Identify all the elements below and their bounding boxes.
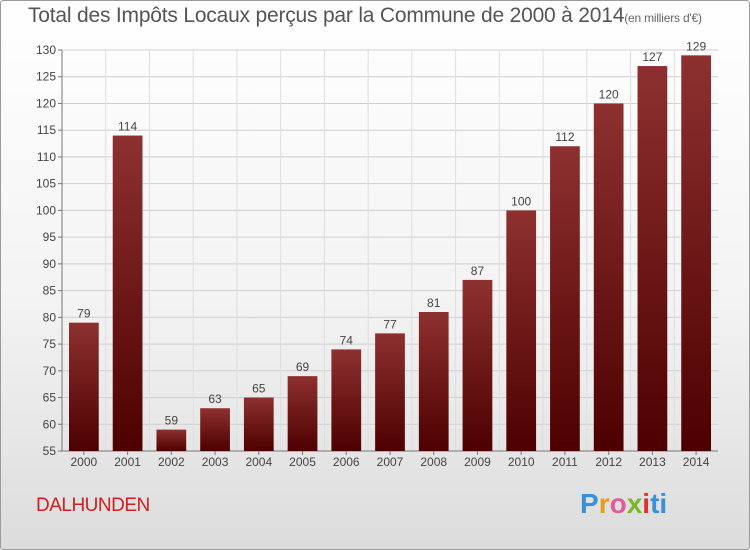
y-tick-label: 60 [43, 417, 57, 431]
bar [418, 311, 449, 451]
data-label: 100 [511, 194, 531, 208]
x-tick-label: 2001 [114, 455, 141, 469]
y-tick-label: 55 [43, 444, 57, 458]
y-tick-label: 130 [36, 43, 56, 57]
x-tick-label: 2011 [552, 455, 578, 469]
x-tick-label: 2006 [333, 455, 360, 469]
x-tick-label: 2004 [245, 455, 272, 469]
data-label: 77 [383, 317, 397, 331]
bar [156, 429, 187, 451]
y-tick-label: 95 [43, 230, 57, 244]
data-label: 81 [427, 296, 441, 310]
chart-subtitle: (en milliers d'€) [624, 11, 702, 25]
commune-name: DALHUNDEN [36, 495, 150, 516]
bar [462, 279, 493, 451]
chart-title: Total des Impôts Locaux perçus par la Co… [28, 4, 702, 28]
logo-letter: ti [650, 488, 668, 519]
x-tick-label: 2009 [464, 455, 491, 469]
data-label: 59 [165, 414, 179, 428]
bar [112, 135, 143, 451]
x-tick-label: 2008 [420, 455, 447, 469]
bar [506, 210, 537, 451]
data-label: 114 [118, 120, 137, 134]
y-tick-label: 100 [36, 203, 56, 217]
y-tick-label: 90 [43, 257, 57, 271]
x-tick-label: 2002 [158, 455, 185, 469]
x-tick-label: 2012 [595, 455, 622, 469]
y-tick-label: 65 [43, 391, 57, 405]
x-tick-label: 2005 [289, 455, 316, 469]
y-tick-label: 85 [43, 284, 57, 298]
y-tick-label: 80 [43, 310, 57, 324]
y-tick-label: 125 [36, 70, 56, 84]
bar [375, 333, 405, 451]
chart-title-text: Total des Impôts Locaux perçus par la Co… [28, 4, 625, 27]
x-tick-label: 2013 [639, 455, 666, 469]
y-tick-label: 75 [43, 337, 57, 351]
data-label: 69 [296, 360, 310, 374]
bar [331, 349, 362, 451]
x-tick-label: 2010 [508, 455, 535, 469]
bar [200, 408, 230, 451]
logo-letter: r [598, 488, 610, 519]
bar [243, 397, 274, 451]
data-label: 129 [686, 39, 706, 53]
bar [637, 66, 668, 451]
y-tick-label: 105 [36, 177, 56, 191]
data-label: 79 [77, 307, 91, 321]
data-label: 120 [599, 87, 619, 101]
y-tick-label: 70 [43, 364, 57, 378]
y-tick-label: 120 [36, 96, 56, 110]
bar [550, 146, 580, 452]
logo-letter: i [642, 488, 651, 519]
data-label: 65 [252, 382, 266, 396]
data-label: 112 [555, 130, 574, 144]
logo-letter: o [609, 488, 627, 519]
logo-letter: P [580, 488, 599, 519]
data-label: 127 [642, 50, 662, 64]
x-tick-label: 2000 [71, 455, 98, 469]
data-label: 74 [340, 333, 354, 347]
bar [681, 55, 712, 451]
data-label: 63 [208, 392, 222, 406]
y-tick-label: 110 [37, 150, 56, 164]
y-tick-label: 115 [37, 123, 56, 137]
data-label: 87 [471, 264, 485, 278]
bar [287, 376, 318, 451]
logo-letter: x [626, 488, 643, 519]
proxiti-logo[interactable]: Proxiti [580, 488, 667, 520]
x-tick-label: 2014 [683, 455, 710, 469]
bar [68, 322, 99, 451]
x-tick-label: 2003 [202, 455, 229, 469]
bar [593, 103, 624, 451]
x-tick-label: 2007 [377, 455, 404, 469]
